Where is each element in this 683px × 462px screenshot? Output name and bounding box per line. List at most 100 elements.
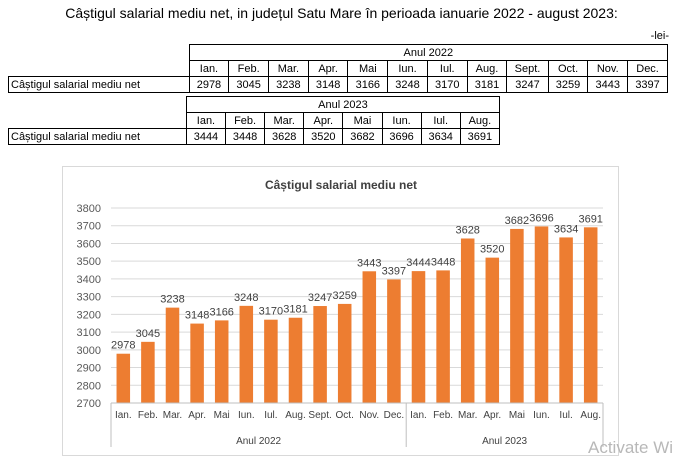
- value-cell: 3691: [459, 128, 501, 145]
- bar: [485, 257, 500, 403]
- bar: [313, 306, 327, 403]
- value-cell: 2978: [188, 76, 230, 93]
- bar-value-label: 3397: [382, 265, 406, 277]
- bar: [559, 237, 573, 403]
- bar-value-label: 3696: [529, 212, 553, 224]
- month-header: Apr.: [307, 60, 349, 77]
- x-category-label: Iun.: [238, 410, 255, 421]
- bar: [165, 307, 180, 403]
- value-cell: 3448: [225, 128, 266, 145]
- corner-cell: [8, 112, 187, 129]
- unit-label: -lei-: [650, 30, 669, 42]
- month-header: Ian.: [185, 112, 227, 129]
- bar-value-label: 3520: [480, 244, 504, 256]
- value-cell: 3682: [342, 128, 383, 145]
- month-header: Aug.: [466, 60, 508, 77]
- month-header: Oct.: [547, 60, 589, 77]
- bar-value-label: 3148: [185, 310, 209, 322]
- bar-value-label: 3691: [578, 213, 602, 225]
- value-cell: 3628: [264, 128, 305, 145]
- value-cell: 3045: [228, 76, 270, 93]
- bar: [288, 317, 303, 403]
- bar-value-label: 3448: [431, 256, 455, 268]
- month-header: Mai: [342, 112, 383, 129]
- month-header: Mai: [347, 60, 389, 77]
- y-tick-label: 3600: [77, 238, 101, 250]
- bar-value-label: 3443: [357, 257, 381, 269]
- bar-chart: Câștigul salarial mediu net 2700 2800 2900…: [62, 166, 619, 456]
- value-cell: 3259: [547, 76, 589, 93]
- month-header: Iun.: [387, 60, 428, 77]
- month-header: Mar.: [264, 112, 305, 129]
- bar-value-label: 2978: [111, 340, 135, 352]
- x-category-label: Iul.: [264, 410, 277, 421]
- x-category-label: Aug.: [580, 410, 601, 421]
- bar-value-label: 3682: [505, 215, 529, 227]
- month-header: Iul.: [420, 112, 461, 129]
- bar-value-label: 3634: [554, 223, 578, 235]
- y-tick-label: 3100: [77, 327, 101, 339]
- x-category-label: Mai: [214, 410, 230, 421]
- x-category-label: Sept.: [308, 410, 331, 421]
- bar: [337, 303, 352, 403]
- bar-value-label: 3444: [406, 257, 430, 269]
- bar: [387, 279, 401, 403]
- bar-value-label: 3247: [308, 292, 332, 304]
- month-header: Ian.: [188, 60, 230, 77]
- x-category-label: Nov.: [359, 410, 379, 421]
- y-tick-label: 2900: [77, 363, 101, 375]
- activation-watermark: Activate Wi: [588, 438, 674, 457]
- bar-value-label: 3259: [332, 290, 356, 302]
- corner-cell: [8, 44, 190, 61]
- x-category-label: Mar.: [163, 410, 182, 421]
- month-header: Mar.: [268, 60, 309, 77]
- value-cell: 3634: [420, 128, 461, 145]
- bar-value-label: 3166: [209, 306, 233, 318]
- group-label: Anul 2022: [236, 436, 281, 447]
- bar: [190, 323, 204, 403]
- x-category-label: Feb.: [138, 410, 158, 421]
- bar: [362, 271, 377, 403]
- y-tick-label: 3200: [77, 309, 101, 321]
- x-category-label: Iul.: [559, 410, 572, 421]
- table-2022: Anul 2022 Ian. Feb. Mar. Apr. Mai Iun. Iul. Aug…: [8, 44, 669, 93]
- month-header: Apr.: [303, 112, 344, 129]
- x-category-label: Dec.: [384, 410, 405, 421]
- x-category-label: Oct.: [336, 410, 354, 421]
- bar: [116, 353, 131, 403]
- y-tick-label: 3300: [77, 292, 101, 304]
- value-cell: 3443: [587, 76, 629, 93]
- corner-cell: [8, 96, 187, 113]
- x-category-label: Apr.: [188, 410, 206, 421]
- y-tick-label: 3400: [77, 274, 101, 286]
- y-tick-label: 2800: [77, 380, 101, 392]
- bar: [460, 238, 475, 403]
- chart-title: Câștigul salarial mediu net: [265, 178, 417, 192]
- bar-value-label: 3181: [283, 304, 307, 316]
- x-category-label: Aug.: [285, 410, 306, 421]
- value-cell: 3238: [268, 76, 309, 93]
- bar-value-label: 3045: [136, 328, 160, 340]
- value-cell: 3247: [506, 76, 549, 93]
- y-tick-label: 2700: [77, 398, 101, 410]
- bar: [141, 341, 155, 403]
- bar-value-label: 3628: [455, 224, 479, 236]
- bar: [264, 319, 278, 403]
- value-cell: 3696: [381, 128, 422, 145]
- bar: [239, 305, 254, 403]
- month-header: Iul.: [426, 60, 468, 77]
- bar: [510, 228, 524, 403]
- month-header: Feb.: [228, 60, 270, 77]
- chart-svg: Câștigul salarial mediu net 2700 2800 2900…: [77, 178, 604, 447]
- bar: [583, 227, 598, 403]
- value-cell: 3520: [303, 128, 344, 145]
- x-category-label: Apr.: [483, 410, 501, 421]
- month-header: Nov.: [587, 60, 629, 77]
- value-cell: 3397: [627, 76, 668, 93]
- x-category-label: Mar.: [458, 410, 477, 421]
- y-tick-label: 3500: [77, 256, 101, 268]
- x-category-label: Ian.: [115, 410, 132, 421]
- bar: [411, 271, 426, 403]
- month-header: Sept.: [506, 60, 549, 77]
- table-2023-group-header: Anul 2023: [185, 96, 501, 113]
